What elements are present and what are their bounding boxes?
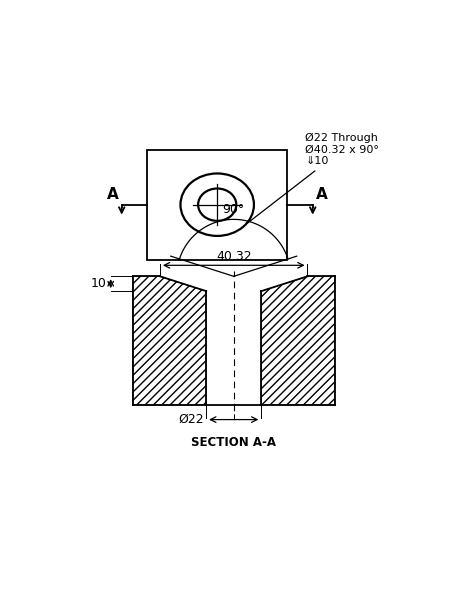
Text: 40.32: 40.32 [216,250,252,264]
Text: A: A [107,188,118,202]
Text: Ø22 Through
Ø40.32 x 90°
⇓10: Ø22 Through Ø40.32 x 90° ⇓10 [247,133,379,223]
Text: Ø22: Ø22 [179,413,204,426]
FancyBboxPatch shape [147,150,287,260]
Text: 10: 10 [91,277,106,290]
Text: 90°: 90° [223,203,245,216]
Text: A: A [316,188,328,202]
Text: SECTION A-A: SECTION A-A [191,436,276,449]
